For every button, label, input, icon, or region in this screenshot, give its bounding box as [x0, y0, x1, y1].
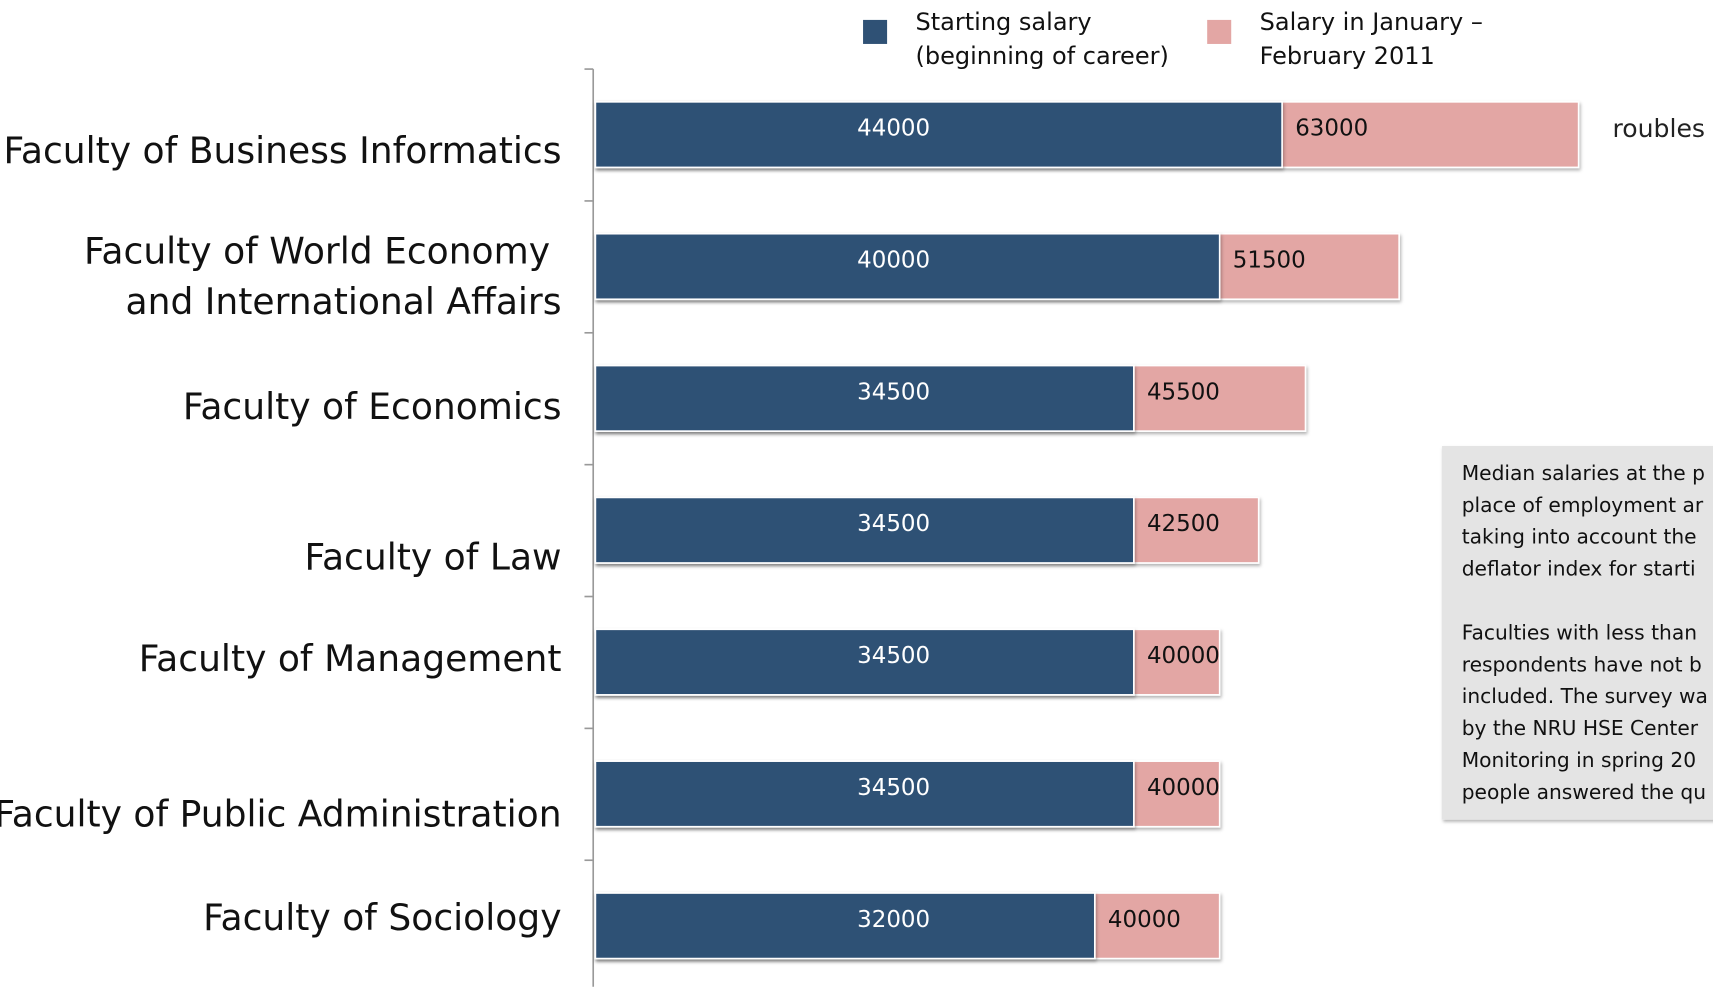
value-label: 40000 [1108, 907, 1181, 933]
note-text: place of employment ar [1462, 493, 1704, 517]
note-text: respondents have not b [1462, 652, 1702, 676]
bar [594, 892, 1096, 960]
value-label: 32000 [857, 907, 930, 933]
value-label: 40000 [1147, 775, 1220, 801]
bar [594, 364, 1135, 432]
unit-label: roubles [1612, 114, 1705, 143]
legend-swatch [863, 19, 888, 44]
value-label: 42500 [1147, 511, 1220, 537]
note-text: included. The survey wa [1462, 684, 1708, 708]
category-label: Faculty of Business Informatics [3, 130, 561, 172]
legend-swatch [1207, 19, 1232, 44]
legend-label: Salary in January – February 2011 [1260, 8, 1491, 70]
bar [594, 760, 1135, 828]
value-label: 34500 [857, 511, 930, 537]
note-text: people answered the qu [1462, 780, 1706, 804]
category-label: Faculty of Management [139, 638, 562, 680]
bar [594, 628, 1135, 696]
value-label: 45500 [1147, 379, 1220, 405]
value-label: 40000 [857, 248, 930, 274]
note-text: taking into account the [1462, 525, 1697, 549]
bar [594, 496, 1135, 564]
bar [594, 232, 1221, 301]
note-text: Median salaries at the p [1462, 461, 1705, 485]
category-label: Faculty of Law [305, 537, 562, 579]
note-text: Monitoring in spring 20 [1462, 748, 1696, 772]
category-label: Faculty of World Economy and Internation… [84, 231, 562, 323]
value-label: 40000 [1147, 643, 1220, 669]
value-label: 34500 [857, 775, 930, 801]
note-text: Faculties with less than [1462, 620, 1697, 644]
value-label: 44000 [857, 116, 930, 142]
bar [594, 101, 1283, 169]
value-label: 51500 [1233, 248, 1306, 274]
value-label: 34500 [857, 379, 930, 405]
category-label: Faculty of Economics [183, 386, 562, 428]
category-label: Faculty of Public Administration [0, 793, 562, 835]
category-label: Faculty of Sociology [203, 897, 561, 939]
note-text: by the NRU HSE Center [1462, 716, 1699, 740]
note-box [1442, 445, 1713, 820]
value-label: 34500 [857, 643, 930, 669]
value-label: 63000 [1295, 116, 1368, 142]
note-text: deflator index for starti [1462, 557, 1696, 581]
legend-label: Starting salary (beginning of career) [915, 8, 1168, 70]
